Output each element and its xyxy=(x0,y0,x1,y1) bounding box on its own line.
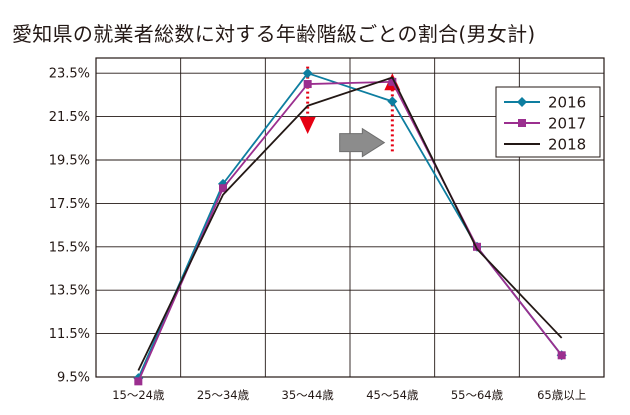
y-tick-label: 17.5% xyxy=(49,197,90,212)
y-tick-label: 23.5% xyxy=(49,67,90,82)
annotation-arrow-right xyxy=(339,127,386,158)
x-tick-label: 65歳以上 xyxy=(537,388,586,402)
x-axis-ticks: 15〜24歳 25〜34歳 35〜44歳 45〜54歳 55〜64歳 65歳以上 xyxy=(112,388,586,402)
series xyxy=(133,68,567,386)
y-axis-ticks: 9.5% 11.5% 13.5% 15.5% 17.5% 19.5% 21.5% 23.5% xyxy=(49,67,90,386)
series-2018 xyxy=(137,76,563,371)
y-tick-label: 15.5% xyxy=(49,240,90,255)
y-tick-label: 13.5% xyxy=(49,284,90,299)
legend-label: 2018 xyxy=(548,136,586,154)
x-tick-label: 35〜44歳 xyxy=(282,388,335,402)
legend: 2016 2017 2018 xyxy=(495,86,601,158)
data-point xyxy=(134,377,143,386)
legend-label: 2017 xyxy=(548,115,586,133)
y-tick-label: 9.5% xyxy=(57,371,90,386)
x-tick-label: 55〜64歳 xyxy=(451,388,504,402)
data-point xyxy=(387,96,398,107)
annotation-arrowhead xyxy=(299,116,316,134)
annotation-block-arrow xyxy=(339,127,386,158)
y-tick-label: 11.5% xyxy=(49,327,90,342)
legend-item-2016: 2016 xyxy=(504,94,586,112)
annotation-arrow-down xyxy=(299,66,316,134)
data-point xyxy=(302,68,313,79)
legend-item-2017: 2017 xyxy=(504,115,586,133)
legend-swatch-marker xyxy=(518,119,526,127)
chart-title: 愛知県の就業者総数に対する年齢階級ごとの割合(男女計) xyxy=(12,22,536,46)
data-point xyxy=(303,80,312,89)
legend-label: 2016 xyxy=(548,94,586,112)
series-line xyxy=(137,76,563,371)
data-point xyxy=(557,351,566,360)
data-point xyxy=(388,77,397,86)
data-point xyxy=(219,184,227,193)
x-tick-label: 45〜54歳 xyxy=(366,388,419,402)
legend-swatch-marker xyxy=(517,97,527,107)
y-tick-label: 19.5% xyxy=(49,153,90,168)
x-tick-label: 25〜34歳 xyxy=(197,388,250,402)
y-tick-label: 21.5% xyxy=(49,110,90,125)
data-point xyxy=(473,242,481,251)
legend-item-2018: 2018 xyxy=(504,136,586,154)
x-tick-label: 15〜24歳 xyxy=(112,388,165,402)
